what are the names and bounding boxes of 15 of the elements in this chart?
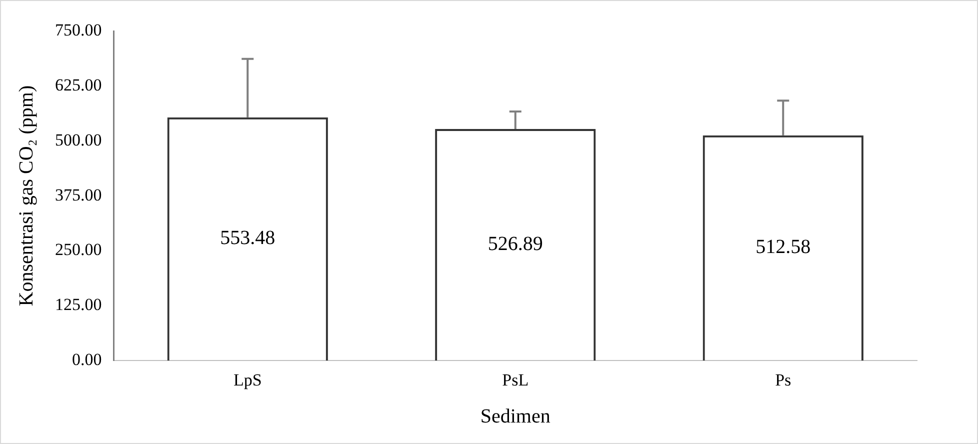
y-tick-label: 750.00 bbox=[55, 20, 102, 40]
x-axis-title: Sedimen bbox=[480, 405, 550, 428]
y-tick-label: 125.00 bbox=[55, 295, 102, 314]
data-label: 553.48 bbox=[220, 227, 276, 250]
y-axis-title: Konsentrasi gas CO₂ (ppm) bbox=[15, 85, 38, 306]
data-label: 512.58 bbox=[756, 236, 811, 258]
x-tick-label: LpS bbox=[233, 370, 262, 390]
y-tick-label: 250.00 bbox=[55, 240, 102, 260]
y-tick-label: 375.00 bbox=[55, 185, 102, 204]
y-tick-label: 625.00 bbox=[55, 75, 102, 94]
y-tick-label: 500.00 bbox=[55, 130, 102, 150]
x-tick-label: PsL bbox=[502, 370, 529, 390]
x-tick-label: Ps bbox=[775, 370, 792, 390]
y-tick-label: 0.00 bbox=[72, 350, 102, 370]
data-label: 526.89 bbox=[488, 233, 543, 256]
